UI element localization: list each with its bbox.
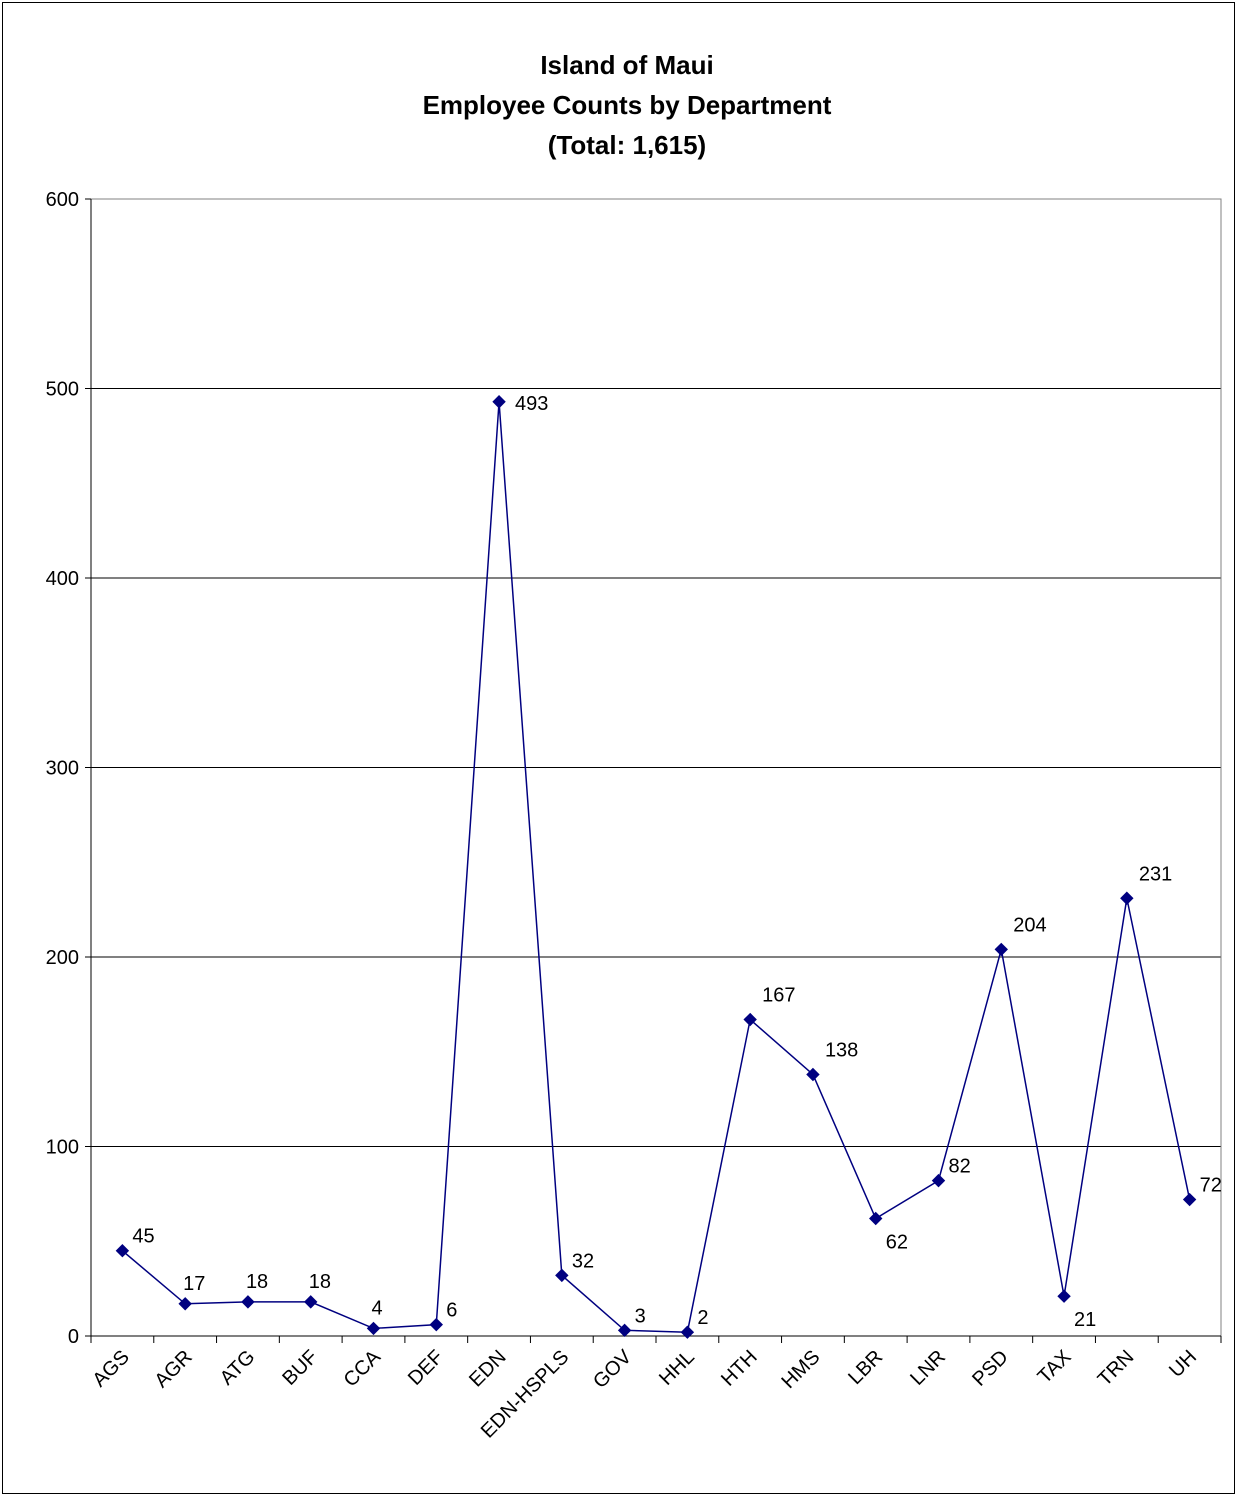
data-point-gov — [617, 1323, 632, 1338]
data-point-cca — [366, 1321, 381, 1336]
y-tick-label: 600 — [46, 189, 79, 211]
x-tick-label-uh: UH — [1165, 1346, 1201, 1382]
x-tick-label-gov: GOV — [589, 1346, 636, 1393]
x-tick-label-buf: BUF — [278, 1346, 322, 1390]
data-point-buf — [304, 1295, 318, 1309]
data-label-agr: 17 — [183, 1273, 205, 1295]
x-tick-label-cca: CCA — [340, 1346, 386, 1392]
y-tick-label: 0 — [68, 1326, 79, 1348]
y-tick-label: 100 — [46, 1137, 79, 1159]
y-axis: 0 100 200 300 400 500 600 — [46, 189, 92, 1348]
data-label-tax: 21 — [1074, 1309, 1096, 1331]
data-label-uh: 72 — [1200, 1175, 1222, 1197]
data-label-lnr: 82 — [949, 1156, 971, 1178]
y-tick-label: 400 — [46, 568, 79, 590]
data-label-hhl: 2 — [697, 1307, 708, 1329]
gridlines — [91, 198, 1221, 1337]
data-label-atg: 18 — [246, 1271, 268, 1293]
line-chart: Island of Maui Employee Counts by Depart… — [46, 50, 1222, 1442]
x-tick-label-def: DEF — [404, 1346, 448, 1390]
chart-title: Island of Maui Employee Counts by Depart… — [423, 50, 832, 160]
x-tick-label-edn: EDN — [465, 1346, 510, 1391]
data-point-hhl — [680, 1325, 695, 1339]
chart-title-line-3: (Total: 1,615) — [548, 130, 706, 160]
data-point-def — [429, 1317, 443, 1332]
x-tick-label-lbr: LBR — [844, 1346, 887, 1389]
x-tick-label-tax: TAX — [1034, 1346, 1076, 1388]
x-tick-label-lnr: LNR — [906, 1346, 950, 1390]
data-label-buf: 18 — [309, 1271, 331, 1293]
data-point-uh — [1182, 1192, 1197, 1207]
data-point-hth — [743, 1012, 757, 1027]
data-label-ags: 45 — [132, 1226, 154, 1248]
data-point-ags — [115, 1244, 130, 1258]
data-point-edn-hspls — [555, 1268, 569, 1283]
x-tick-label-hth: HTH — [717, 1346, 762, 1391]
x-tick-label-hhl: HHL — [655, 1346, 699, 1390]
data-label-lbr: 62 — [886, 1232, 908, 1254]
data-point-psd — [994, 942, 1008, 957]
x-tick-label-hms: HMS — [777, 1346, 824, 1393]
x-tick-label-ags: AGS — [88, 1346, 133, 1391]
data-label-gov: 3 — [635, 1305, 646, 1327]
data-point-trn — [1120, 891, 1134, 905]
series-employee-counts — [115, 395, 1197, 1339]
x-tick-label-agr: AGR — [150, 1346, 196, 1392]
data-point-edn — [492, 395, 506, 409]
data-label-cca: 4 — [372, 1297, 383, 1319]
chart-title-line-2: Employee Counts by Department — [423, 90, 832, 120]
data-label-def: 6 — [446, 1300, 457, 1322]
series-line — [121, 401, 1191, 1333]
x-tick-label-psd: PSD — [968, 1346, 1013, 1391]
data-label-psd: 204 — [1013, 914, 1046, 936]
data-label-trn: 231 — [1139, 863, 1172, 885]
data-point-atg — [241, 1295, 255, 1309]
data-label-hms: 138 — [825, 1039, 858, 1061]
data-point-lnr — [931, 1173, 946, 1188]
data-point-agr — [178, 1297, 192, 1311]
data-label-edn-hspls: 32 — [572, 1250, 594, 1272]
y-tick-label: 500 — [46, 379, 79, 401]
y-tick-label: 200 — [46, 947, 79, 969]
data-point-hms — [806, 1067, 820, 1082]
data-label-hth: 167 — [762, 985, 795, 1007]
chart-title-line-1: Island of Maui — [540, 50, 713, 80]
data-point-tax — [1057, 1289, 1071, 1303]
x-tick-label-trn: TRN — [1094, 1346, 1139, 1391]
x-tick-label-atg: ATG — [216, 1346, 260, 1390]
data-label-edn: 493 — [515, 393, 548, 415]
y-tick-label: 300 — [46, 758, 79, 780]
data-point-lbr — [869, 1211, 883, 1226]
